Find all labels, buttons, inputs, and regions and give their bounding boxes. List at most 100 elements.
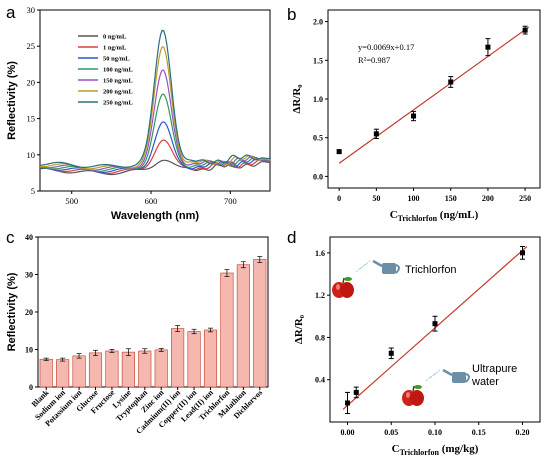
plot-frame — [39, 9, 271, 192]
data-point — [345, 400, 350, 406]
apple-icon — [402, 385, 424, 406]
y-tick-label: 15 — [27, 114, 36, 124]
x-tick-label: 700 — [224, 196, 237, 206]
bar — [154, 349, 168, 388]
y-axis-label: ΔR/R₀ — [291, 84, 303, 114]
y-axis-label: Reflectivity (%) — [6, 61, 18, 140]
x-axis-label-sub: Trichlorfon — [400, 448, 440, 457]
legend-label: 0 ng/mL — [103, 34, 127, 41]
x-tick-label: 500 — [65, 196, 78, 206]
annotation-water: water — [471, 376, 499, 388]
x-axis-label-unit: (mg/kg) — [439, 443, 479, 455]
watering-can-spout — [372, 259, 383, 268]
x-tick-label: 200 — [482, 194, 494, 203]
fit-line — [338, 26, 530, 164]
panel-label-a: a — [6, 3, 16, 22]
fit-equation: y=0.0069x+0.17 — [358, 42, 414, 52]
apple-highlight — [336, 284, 340, 290]
panel-label-d: d — [287, 228, 296, 247]
water-drops — [355, 266, 363, 273]
bar — [72, 355, 86, 388]
bar — [220, 272, 234, 388]
x-axis-label: Wavelength (nm) — [111, 210, 200, 222]
watering-can-icon — [355, 259, 400, 274]
x-tick-label: 0.05 — [384, 428, 398, 437]
y-axis-label: ΔR/R₀ — [293, 314, 305, 344]
bar — [105, 350, 119, 388]
x-axis-label-main: C — [392, 443, 400, 455]
watering-can-body — [452, 372, 466, 383]
y-tick-label: 1.6 — [315, 249, 325, 258]
bar — [121, 351, 135, 388]
watering-can-body — [382, 263, 396, 274]
apple-stem — [342, 277, 345, 284]
bar — [187, 331, 201, 388]
data-point — [522, 27, 528, 33]
x-tick-label: 100 — [408, 194, 420, 203]
data-point — [520, 250, 525, 256]
watering-can-handle — [395, 264, 400, 274]
water-drops — [429, 372, 437, 379]
legend-label: 200 ng/mL — [103, 89, 133, 96]
bar — [171, 328, 185, 388]
series-line — [39, 121, 271, 174]
y-tick-label: 20 — [27, 77, 36, 87]
plot-frame — [37, 236, 269, 388]
y-tick-label: 1.0 — [313, 95, 323, 104]
data-point — [432, 321, 438, 327]
watering-can-handle — [465, 373, 470, 383]
apple-body-right — [340, 282, 354, 298]
y-tick-label: 30 — [27, 5, 36, 15]
apple-leaf — [344, 277, 352, 281]
y-tick-label: 0.4 — [315, 376, 325, 385]
x-axis-label-unit: (ng/mL) — [437, 209, 479, 221]
x-axis-label: CTrichlorfon (ng/mL) — [390, 209, 479, 223]
legend-label: 50 ng/mL — [103, 56, 130, 63]
y-tick-label: 30 — [25, 271, 33, 280]
data-point — [388, 350, 394, 356]
water-drops — [363, 260, 371, 267]
x-tick-label: 0.00 — [341, 428, 355, 437]
bar — [138, 350, 152, 388]
water-drops — [425, 375, 433, 382]
y-tick-label: 5 — [31, 186, 35, 196]
x-tick-label: 0 — [337, 194, 341, 203]
bar — [253, 259, 267, 388]
legend-label: 100 ng/mL — [103, 67, 133, 74]
data-point — [485, 44, 491, 50]
y-tick-label: 0.0 — [313, 172, 323, 181]
data-point — [353, 389, 359, 395]
legend-label: 250 ng/mL — [103, 100, 133, 107]
x-axis-label-main: C — [390, 209, 398, 221]
y-tick-label: 1.5 — [313, 56, 323, 65]
series-line — [39, 29, 271, 168]
apple-icon — [332, 277, 354, 298]
x-tick-label: 0.15 — [472, 428, 486, 437]
y-tick-label: 0 — [29, 383, 33, 392]
watering-can-icon — [425, 368, 470, 383]
legend-label: 1 ng/mL — [103, 45, 127, 52]
annotation-trichlorfon: Trichlorfon — [405, 264, 457, 276]
x-axis-label-sub: Trichlorfon — [398, 214, 438, 223]
panel-b-chart: 0 50 100 150 200 250 0.0 0.5 1.0 1.5 2.0 y=0.0069x+… — [291, 9, 541, 223]
y-tick-label: 2.0 — [313, 18, 323, 27]
y-tick-label: 40 — [25, 233, 33, 242]
bar — [56, 359, 70, 388]
y-tick-label: 1.2 — [315, 291, 325, 300]
bar — [39, 358, 53, 388]
fit-r-squared: R²=0.987 — [358, 55, 390, 65]
series-line — [39, 139, 271, 175]
x-tick-label: 600 — [145, 196, 158, 206]
apple-highlight — [406, 392, 410, 398]
plot-frame — [327, 9, 541, 189]
water-drops — [359, 263, 367, 270]
y-tick-label: 20 — [25, 308, 33, 317]
y-tick-label: 10 — [25, 346, 33, 355]
y-axis-label: Reflectivity (%) — [6, 272, 18, 351]
apple-leaf — [414, 385, 422, 389]
y-tick-label: 10 — [27, 150, 36, 160]
panel-label-c: c — [6, 228, 15, 247]
apple-body-right — [410, 390, 424, 406]
